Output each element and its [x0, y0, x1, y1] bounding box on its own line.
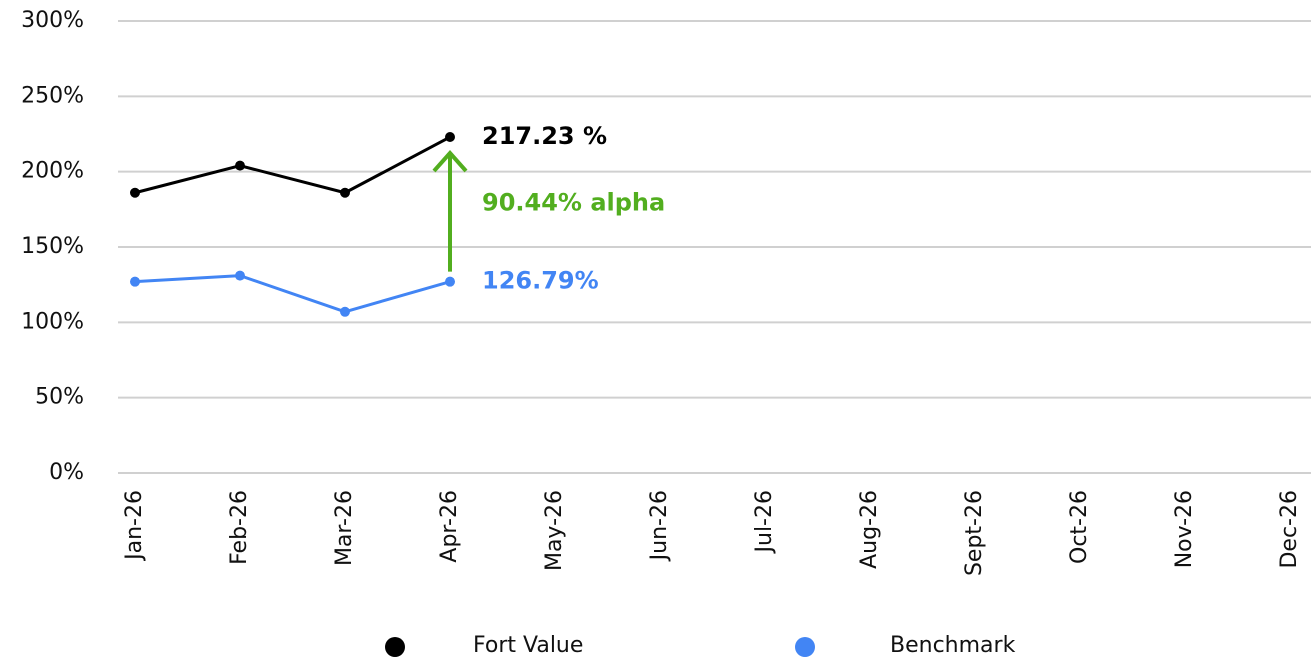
legend-label: Fort Value — [473, 633, 583, 658]
y-tick-label: 0% — [49, 460, 84, 485]
legend-marker — [385, 637, 405, 657]
data-point — [130, 276, 140, 287]
x-tick-label: Dec-26 — [1277, 490, 1302, 569]
y-tick-label: 200% — [21, 159, 84, 184]
y-tick-label: 150% — [21, 234, 84, 259]
x-tick-label: Jun-26 — [647, 490, 672, 562]
data-point — [445, 132, 455, 143]
x-tick-label: Sept-26 — [962, 490, 987, 576]
x-tick-label: Oct-26 — [1067, 490, 1092, 564]
x-tick-label: Mar-26 — [332, 490, 357, 566]
y-tick-label: 250% — [21, 83, 84, 108]
series-line — [134, 135, 451, 195]
x-tick-label: May-26 — [542, 490, 567, 571]
legend-label: Benchmark — [890, 633, 1016, 658]
data-point — [235, 160, 245, 171]
x-tick-label: Nov-26 — [1172, 490, 1197, 568]
data-point — [340, 306, 350, 317]
data-point — [445, 276, 455, 287]
annotation: 126.79% — [482, 267, 599, 295]
data-point — [340, 187, 350, 198]
annotation: 217.23 % — [482, 122, 607, 150]
x-tick-label: Feb-26 — [227, 490, 252, 565]
x-tick-label: Jul-26 — [752, 490, 777, 554]
x-tick-label: Apr-26 — [437, 490, 462, 563]
x-tick-label: Aug-26 — [857, 490, 882, 569]
y-tick-label: 100% — [21, 309, 84, 334]
data-point — [235, 270, 245, 281]
y-tick-label: 300% — [21, 8, 84, 33]
y-tick-label: 50% — [35, 385, 84, 410]
annotation: 90.44% alpha — [482, 188, 665, 216]
alpha-arrowhead — [432, 150, 468, 173]
legend-marker — [795, 637, 815, 657]
x-tick-label: Jan-26 — [122, 490, 147, 562]
data-point — [130, 187, 140, 198]
series-line — [134, 274, 451, 314]
